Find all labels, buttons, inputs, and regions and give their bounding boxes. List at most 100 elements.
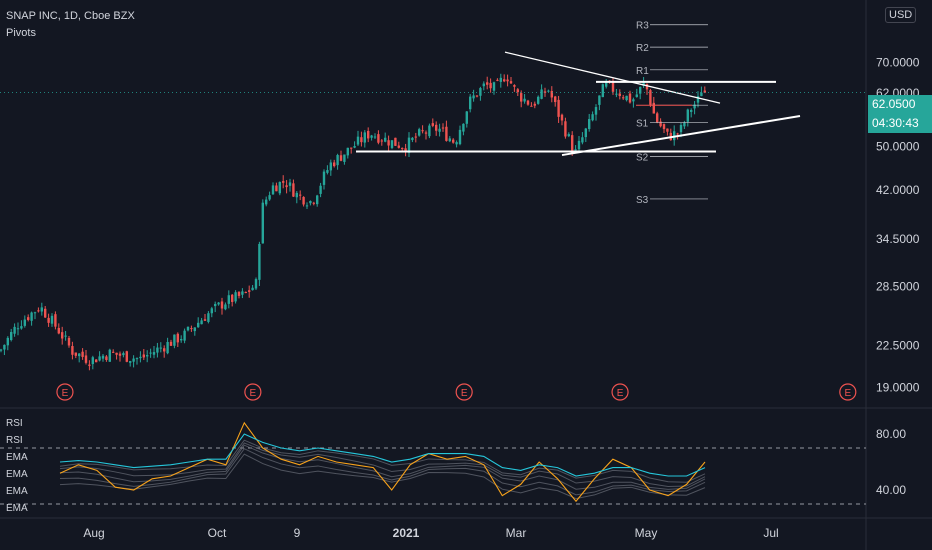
candle-body (547, 90, 550, 92)
candle-body (353, 146, 356, 148)
symbol-title: SNAP INC, 1D, Cboe BZX (6, 10, 135, 22)
candle-body (662, 124, 666, 130)
candle-body (251, 287, 254, 291)
candle-body (326, 170, 329, 173)
candle-body (367, 130, 370, 139)
candle-body (387, 140, 390, 146)
candle-body (591, 114, 594, 121)
candle-body (163, 348, 166, 352)
candle-body (496, 79, 499, 81)
y-tick-label: 34.5000 (876, 232, 920, 246)
candle-body (278, 181, 281, 194)
candle-body (292, 183, 295, 197)
candle-body (285, 185, 288, 188)
y-tick-label: 50.0000 (876, 139, 920, 153)
candle-body (84, 355, 88, 363)
candle-body (139, 356, 142, 359)
ema-ribbon-line (59, 448, 706, 496)
x-tick-label: Oct (208, 526, 227, 540)
candle-body (686, 109, 689, 122)
candle-body (584, 128, 587, 138)
candle-body (537, 96, 540, 104)
candle-body (210, 308, 213, 314)
ema-ribbon-line (59, 453, 706, 500)
earnings-marker-label: E (461, 388, 468, 399)
candle-body (652, 102, 655, 114)
candle-body (370, 135, 373, 138)
candle-body (360, 137, 363, 143)
candle-body (258, 243, 261, 280)
ema-label: EMA (6, 469, 28, 480)
candle-body (220, 301, 224, 309)
candle-body (625, 95, 628, 101)
candle-body (676, 133, 679, 135)
candle-body (57, 327, 60, 334)
candle-body (373, 136, 377, 138)
earnings-marker (56, 383, 74, 401)
candle-body (339, 155, 343, 161)
candle-body (115, 352, 118, 355)
candle-body (149, 352, 152, 354)
candle-body (152, 352, 156, 355)
earnings-marker (455, 383, 473, 401)
candle-body (27, 317, 30, 320)
candle-body (523, 98, 526, 102)
candle-body (309, 200, 312, 204)
rsi-series-line (59, 433, 706, 477)
candle-body (16, 328, 20, 330)
candle-body (268, 195, 271, 200)
candle-body (91, 357, 94, 365)
candle-body (207, 313, 210, 322)
candle-body (411, 137, 414, 141)
candle-body (397, 145, 400, 148)
candle-body (248, 290, 251, 292)
candle-body (47, 317, 50, 323)
candle-body (499, 77, 502, 82)
currency-button[interactable]: USD (885, 7, 917, 23)
candle-body (180, 339, 183, 341)
candle-body (554, 96, 557, 103)
candle-body (356, 136, 360, 145)
candle-body (329, 162, 332, 171)
ema-ribbon-line (59, 439, 706, 483)
candle-body (275, 185, 278, 192)
candle-body (567, 134, 570, 137)
candle-body (132, 358, 135, 362)
candle-body (166, 341, 169, 354)
candle-body (217, 302, 220, 305)
candle-body (13, 326, 16, 334)
earnings-marker (611, 383, 629, 401)
candle-body (142, 354, 145, 358)
candle-body (601, 84, 604, 98)
candle-body (632, 99, 635, 102)
candle-body (81, 351, 84, 357)
candle-body (703, 90, 706, 93)
candle-body (690, 109, 693, 112)
candle-body (173, 334, 176, 346)
candle-body (472, 95, 475, 99)
candle-body (469, 96, 472, 110)
candle-body (414, 136, 417, 138)
candle-body (380, 140, 383, 142)
candle-body (693, 104, 696, 109)
candle-body (254, 279, 258, 289)
candle-body (78, 353, 81, 357)
candle-body (333, 162, 336, 167)
candle-body (598, 95, 601, 105)
earnings-marker-label: E (844, 388, 851, 399)
candle-body (193, 327, 196, 332)
candle-body (458, 129, 462, 145)
x-tick-label: 9 (294, 526, 301, 540)
candle-body (33, 312, 37, 314)
y-tick-label: 40.00 (876, 483, 906, 497)
candle-body (112, 351, 115, 353)
candle-body (183, 330, 186, 341)
candle-body (200, 320, 203, 325)
candle-body (231, 294, 234, 302)
candle-body (666, 128, 669, 132)
candle-body (176, 333, 179, 343)
candle-body (224, 304, 227, 310)
candle-body (448, 138, 451, 142)
candle-body (261, 202, 264, 244)
